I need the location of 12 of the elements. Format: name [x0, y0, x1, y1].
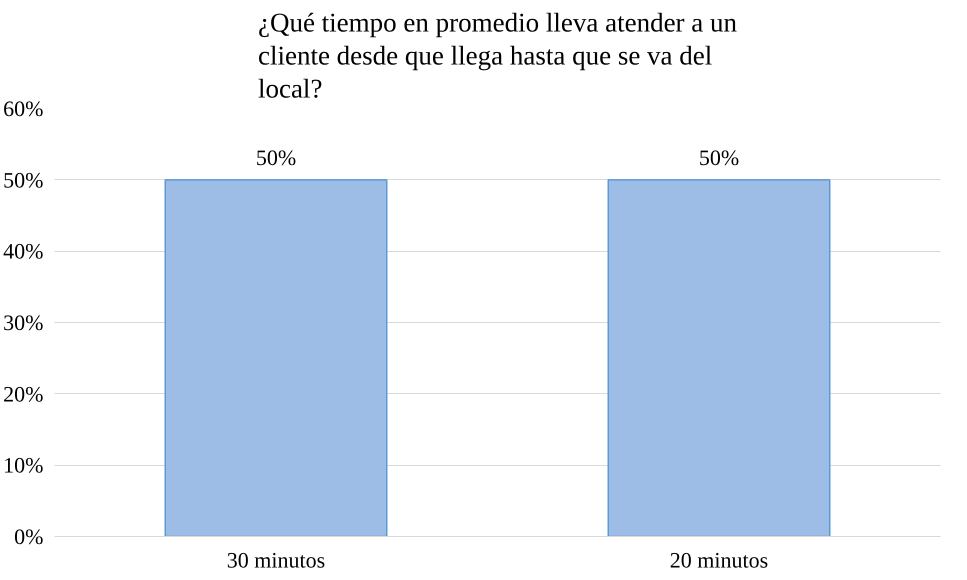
data-label: 50%	[256, 144, 296, 170]
y-tick-label: 20%	[3, 381, 44, 406]
y-tick-label: 50%	[3, 167, 44, 192]
x-tick-label: 20 minutos	[670, 548, 768, 572]
y-tick-label: 30%	[3, 310, 44, 335]
chart-title: ¿Qué tiempo en promedio lleva atender a un cliente desde que llega hasta que se va del local?	[258, 8, 738, 104]
data-label: 50%	[698, 144, 740, 170]
y-tick-label: 10%	[3, 452, 44, 478]
y-tick-label: 40%	[3, 238, 44, 264]
x-tick-label: 30 minutos	[226, 548, 326, 572]
y-tick-label: 0%	[14, 524, 44, 549]
y-tick-label: 60%	[3, 96, 44, 121]
